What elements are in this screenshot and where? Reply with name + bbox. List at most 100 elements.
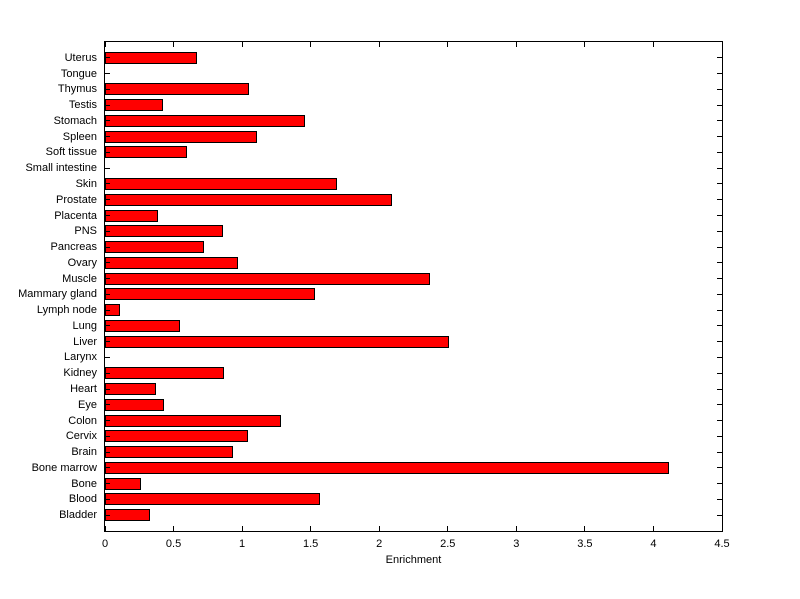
y-tick-right [717,293,722,295]
y-tick-left [105,262,110,264]
ytick-label-thymus: Thymus [57,83,97,96]
bar-stomach [105,114,306,127]
bar-thymus [105,83,249,96]
y-tick-right [717,57,722,59]
y-tick-right [717,167,722,169]
ytick-label-lymph-node: Lymph node [36,304,97,317]
bar-eye [105,398,164,411]
ytick-label-colon: Colon [68,414,97,427]
bar-pns [105,225,223,238]
y-tick-right [717,215,722,217]
xtick-label-3: 3 [513,538,520,550]
xtick-label-3-5: 3.5 [577,538,593,550]
y-tick-right [717,151,722,153]
bar-skin [105,177,337,190]
y-tick-right [717,246,722,248]
y-tick-left [105,420,110,422]
y-tick-right [717,88,722,90]
ytick-label-pancreas: Pancreas [50,241,97,254]
y-tick-left [105,388,110,390]
y-tick-left [105,151,110,153]
x-tick-top [241,42,243,47]
y-tick-right [717,278,722,280]
x-tick-bottom [241,526,243,531]
ytick-label-eye: Eye [78,398,97,411]
x-tick-bottom [173,526,175,531]
y-tick-right [717,199,722,201]
y-tick-left [105,136,110,138]
y-tick-right [717,325,722,327]
bar-heart [105,383,156,396]
y-tick-left [105,404,110,406]
y-tick-left [105,167,110,169]
ytick-label-ovary: Ovary [67,256,97,269]
y-tick-left [105,104,110,106]
y-tick-left [105,483,110,485]
ytick-label-skin: Skin [75,177,97,190]
y-tick-right [717,420,722,422]
x-tick-top [173,42,175,47]
ytick-label-bladder: Bladder [59,509,97,522]
bar-liver [105,335,450,348]
x-tick-bottom [721,526,723,531]
x-tick-bottom [104,526,106,531]
y-tick-right [717,120,722,122]
y-tick-right [717,341,722,343]
ytick-label-bone-marrow: Bone marrow [31,461,97,474]
y-tick-left [105,356,110,358]
y-tick-right [717,467,722,469]
y-tick-right [717,309,722,311]
ytick-label-larynx: Larynx [63,351,97,364]
bar-uterus [105,51,197,64]
bar-placenta [105,209,159,222]
ytick-label-tongue: Tongue [60,67,97,80]
ytick-label-mammary-gland: Mammary gland [18,288,97,301]
y-tick-right [717,498,722,500]
ytick-label-muscle: Muscle [62,272,97,285]
ytick-label-lung: Lung [72,319,97,332]
x-tick-top [515,42,517,47]
y-tick-right [717,483,722,485]
ytick-label-testis: Testis [68,99,97,112]
y-tick-right [717,356,722,358]
xtick-label-2-5: 2.5 [440,538,456,550]
x-tick-top [652,42,654,47]
x-tick-top [310,42,312,47]
xtick-label-4: 4 [650,538,657,550]
x-tick-bottom [652,526,654,531]
x-tick-top [447,42,449,47]
x-tick-top [104,42,106,47]
y-tick-left [105,57,110,59]
y-tick-left [105,278,110,280]
ytick-label-brain: Brain [71,446,97,459]
x-tick-bottom [310,526,312,531]
bar-prostate [105,193,392,206]
y-tick-left [105,120,110,122]
bar-spleen [105,130,258,143]
xtick-label-4-5: 4.5 [714,538,730,550]
bar-cervix [105,430,248,443]
y-tick-left [105,341,110,343]
y-tick-right [717,73,722,75]
x-tick-top [378,42,380,47]
ytick-label-pns: PNS [74,225,97,238]
ytick-label-heart: Heart [70,383,97,396]
y-tick-left [105,88,110,90]
y-tick-right [717,372,722,374]
xtick-label-2: 2 [376,538,383,550]
ytick-label-soft-tissue: Soft tissue [45,146,97,159]
y-tick-right [717,136,722,138]
xtick-label-1-5: 1.5 [303,538,319,550]
bar-soft-tissue [105,146,188,159]
ytick-label-bone: Bone [71,477,97,490]
xtick-label-1: 1 [239,538,246,550]
x-tick-bottom [515,526,517,531]
bar-kidney [105,367,225,380]
y-tick-left [105,372,110,374]
y-tick-left [105,435,110,437]
y-tick-left [105,293,110,295]
ytick-label-prostate: Prostate [56,193,97,206]
bar-mammary-gland [105,288,315,301]
y-tick-right [717,404,722,406]
